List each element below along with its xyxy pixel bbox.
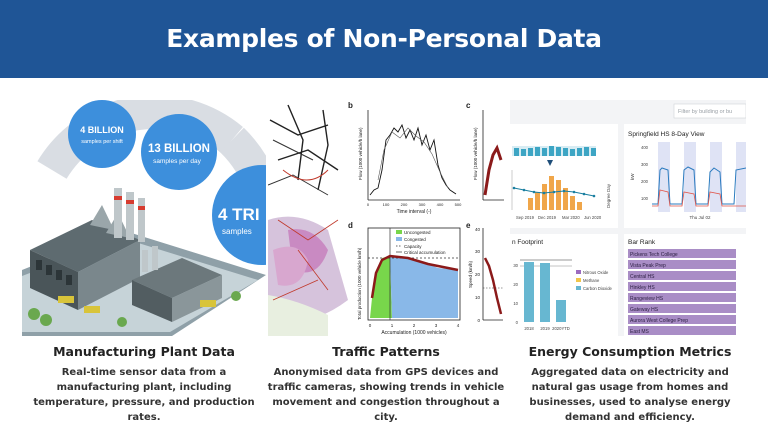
panel-d-label: d — [348, 221, 353, 230]
footprint-title: n Footprint — [512, 239, 543, 246]
panel-e-label: e — [466, 221, 471, 230]
bar-rank-item-4: Rangeview HS — [630, 296, 664, 302]
d-xtick-2: 2 — [413, 323, 416, 328]
card-description-manufacturing: Real-time sensor data from a manufacturi… — [33, 367, 255, 423]
b-xtick-4: 400 — [437, 202, 444, 207]
footprint-ytick-0: 0 — [516, 320, 519, 325]
stat-bubble-1 — [68, 100, 136, 168]
e-ytick-2: 20 — [475, 272, 481, 277]
eight-day-ytick-1: 200 — [641, 179, 649, 184]
footprint-ytick-2: 20 — [513, 282, 518, 287]
stat-bubble-3 — [212, 165, 266, 265]
usage-ylabel-right: Degree Day — [606, 183, 611, 208]
bubble-1-value: 4 BILLION — [80, 125, 124, 135]
d-xtick-1: 1 — [391, 323, 394, 328]
carbon-footprint-chart: n Footprint 0 10 20 30 2018 2019 2020YTD… — [510, 234, 618, 336]
mfd-legend-critical: Critical accumulation — [404, 250, 446, 255]
footprint-legend-2: Carbon Dioxide — [583, 286, 613, 291]
card-title-energy: Energy Consumption Metrics — [528, 344, 732, 359]
eight-day-xtick: Thu Jul 02 — [689, 215, 711, 220]
road-network-map — [268, 104, 339, 196]
eight-day-ytick-3: 400 — [641, 145, 649, 150]
e-ytick-4: 40 — [475, 227, 481, 232]
bubble-3-value: 4 TRI — [218, 205, 260, 224]
mfd-legend-congested: Congested — [404, 237, 426, 242]
b-xtick-5: 500 — [455, 202, 462, 207]
usage-xtick-3: Jun 2020 — [584, 215, 602, 220]
d-xtick-4: 4 — [457, 323, 460, 328]
mfd-xlabel: Accumulation (1000 vehicles) — [381, 330, 447, 336]
mfd-legend-uncongested: Uncongested — [404, 230, 431, 235]
flow-time-xlabel: Time interval (-) — [397, 209, 432, 215]
mfd-chart: Uncongested Congested Capacity Critical … — [357, 227, 461, 336]
panel-c-label: c — [466, 101, 471, 110]
flow-scatter-chart: Flow (1000 vehicle/h lane) — [473, 110, 504, 201]
speed-ylabel: Speed (km/h) — [468, 260, 473, 288]
flow-scatter-ylabel: Flow (1000 vehicle/h lane) — [473, 127, 478, 180]
speed-chart: 0 10 20 30 40 Speed (km/h) — [468, 227, 503, 323]
b-xtick-2: 200 — [401, 202, 408, 207]
bar-rank-item-2: Central HS — [630, 274, 655, 280]
filter-input[interactable] — [673, 103, 746, 119]
card-title-traffic: Traffic Patterns — [332, 344, 440, 359]
card-title-manufacturing: Manufacturing Plant Data — [53, 344, 235, 359]
footprint-xtick-0: 2018 — [524, 326, 534, 331]
bar-rank-item-7: East MS — [630, 329, 650, 335]
flow-time-ylabel: Flow (1000 vehicle/h lane) — [358, 127, 363, 180]
header-banner: Examples of Non-Personal Data — [0, 0, 768, 78]
bubble-2-value: 13 BILLION — [148, 143, 210, 155]
eight-day-view-chart: Springfield HS 8-Day View 400 300 200 10… — [624, 124, 746, 228]
filter-placeholder: Filter by building or bu — [678, 109, 732, 115]
e-ytick-3: 30 — [475, 249, 481, 254]
eight-day-ytick-0: 100 — [641, 196, 649, 201]
footprint-ytick-1: 10 — [513, 301, 518, 306]
monthly-usage-chart: Sep 2019 Dec 2019 Mar 2020 Jun 2020 Degr… — [510, 124, 618, 228]
b-xtick-1: 100 — [383, 202, 390, 207]
energy-dashboard-screenshot: Filter by building or bu Sep 2019 Dec 20… — [510, 100, 746, 336]
b-xtick-3: 300 — [419, 202, 426, 207]
bar-rank-item-1: Vista Peak Prep — [630, 263, 666, 269]
bubble-2-label: samples per day — [153, 158, 201, 165]
usage-xtick-0: Sep 2019 — [516, 215, 535, 220]
usage-xtick-1: Dec 2019 — [538, 215, 557, 220]
usage-xtick-2: Mar 2020 — [562, 215, 580, 220]
panel-b-label: b — [348, 101, 353, 110]
traffic-patterns-figure: b Time interval (-) 0 100 200 300 400 50… — [268, 100, 504, 336]
bar-rank-item-5: Gateway HS — [630, 307, 659, 313]
manufacturing-plant-illustration: 4 BILLION samples per shift 13 BILLION s… — [22, 100, 266, 336]
d-xtick-3: 3 — [435, 323, 438, 328]
card-description-energy: Aggregated data on electricity and natur… — [529, 367, 731, 423]
bar-rank-item-3: Hinkley HS — [630, 285, 655, 291]
page-title: Examples of Non-Personal Data — [166, 24, 602, 53]
bar-rank-item-6: Aurora West College Prep — [630, 318, 688, 324]
eight-day-ytick-2: 300 — [641, 162, 649, 167]
eight-day-title: Springfield HS 8-Day View — [628, 131, 705, 138]
card-description-traffic: Anonymised data from GPS devices and tra… — [267, 367, 505, 423]
d-xtick-0: 0 — [369, 323, 372, 328]
bubble-1-label: samples per shift — [81, 139, 123, 145]
congestion-map — [268, 216, 348, 336]
footprint-legend-1: Methane — [583, 278, 600, 283]
bubble-3-label: samples — [222, 227, 252, 236]
eight-day-ylabel: kW — [630, 173, 635, 180]
bar-rank-list: Bar Rank Pickens Tech College Vista Peak… — [624, 234, 746, 336]
stat-bubble-2 — [141, 114, 217, 190]
bar-rank-item-0: Pickens Tech College — [630, 252, 678, 258]
e-ytick-1: 10 — [475, 295, 481, 300]
footprint-xtick-1: 2019 — [540, 326, 550, 331]
flow-time-chart: Time interval (-) 0 100 200 300 400 500 … — [358, 110, 462, 215]
mfd-ylabel: Total production (1000 vehicle km/h) — [357, 247, 362, 320]
footprint-xtick-2: 2020YTD — [552, 326, 570, 331]
footprint-legend-0: Nitrous Oxide — [583, 270, 609, 275]
bar-rank-title: Bar Rank — [628, 239, 656, 246]
b-xtick-0: 0 — [367, 202, 370, 207]
footprint-ytick-3: 30 — [513, 263, 518, 268]
e-ytick-0: 0 — [477, 318, 480, 323]
mfd-legend-capacity: Capacity — [404, 244, 422, 249]
